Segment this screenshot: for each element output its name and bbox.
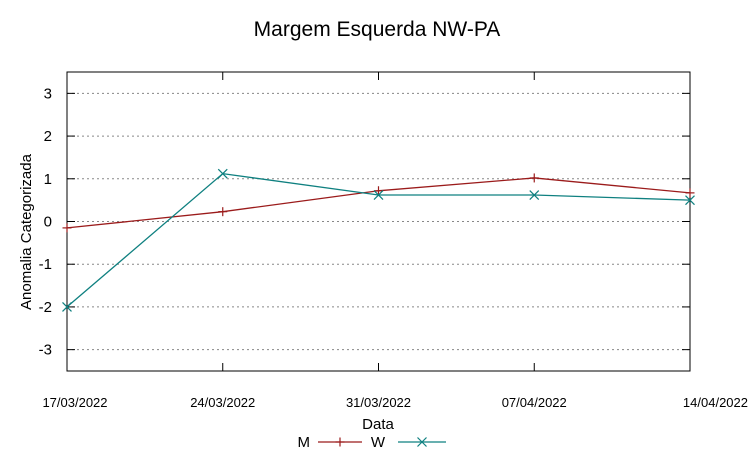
y-axis-ticks: -3 -2 -1 0 1 2 3 bbox=[39, 85, 690, 359]
y-tick-label: -3 bbox=[39, 342, 52, 359]
y-tick-label: 1 bbox=[44, 171, 52, 188]
x-tick-label: 14/04/2022 bbox=[683, 395, 748, 410]
data-point-m bbox=[685, 188, 695, 198]
legend-label-m: M bbox=[298, 434, 311, 451]
series-layer bbox=[62, 168, 695, 312]
x-axis-label: Data bbox=[362, 416, 394, 433]
x-axis-ticks: 17/03/2022 24/03/2022 31/03/2022 07/04/2022… bbox=[42, 72, 748, 410]
x-tick-label: 17/03/2022 bbox=[42, 395, 107, 410]
data-point-w bbox=[373, 190, 384, 200]
grid-lines bbox=[67, 92, 690, 351]
x-tick-label: 07/04/2022 bbox=[502, 395, 567, 410]
data-point-m bbox=[62, 223, 72, 233]
legend-label-w: W bbox=[371, 434, 386, 451]
data-point-w bbox=[62, 302, 72, 312]
chart-title: Margem Esquerda NW-PA bbox=[254, 18, 501, 41]
y-tick-label: 3 bbox=[44, 85, 52, 102]
legend-marker-w bbox=[417, 437, 427, 447]
data-point-m bbox=[529, 173, 539, 183]
data-point-w bbox=[529, 190, 540, 200]
data-point-w bbox=[217, 168, 228, 179]
y-axis-label: Anomalia Categorizada bbox=[18, 153, 35, 310]
y-tick-label: 0 bbox=[44, 214, 52, 231]
legend-marker-m bbox=[335, 437, 345, 447]
data-point-w bbox=[685, 195, 695, 206]
y-tick-label: -2 bbox=[39, 299, 52, 316]
y-tick-label: 2 bbox=[44, 128, 52, 145]
data-point-m bbox=[374, 186, 383, 196]
x-tick-label: 31/03/2022 bbox=[346, 395, 411, 410]
series-line-m bbox=[66, 177, 691, 229]
x-tick-label: 24/03/2022 bbox=[190, 395, 255, 410]
data-point-m bbox=[218, 207, 228, 217]
y-tick-label: -1 bbox=[39, 256, 52, 273]
